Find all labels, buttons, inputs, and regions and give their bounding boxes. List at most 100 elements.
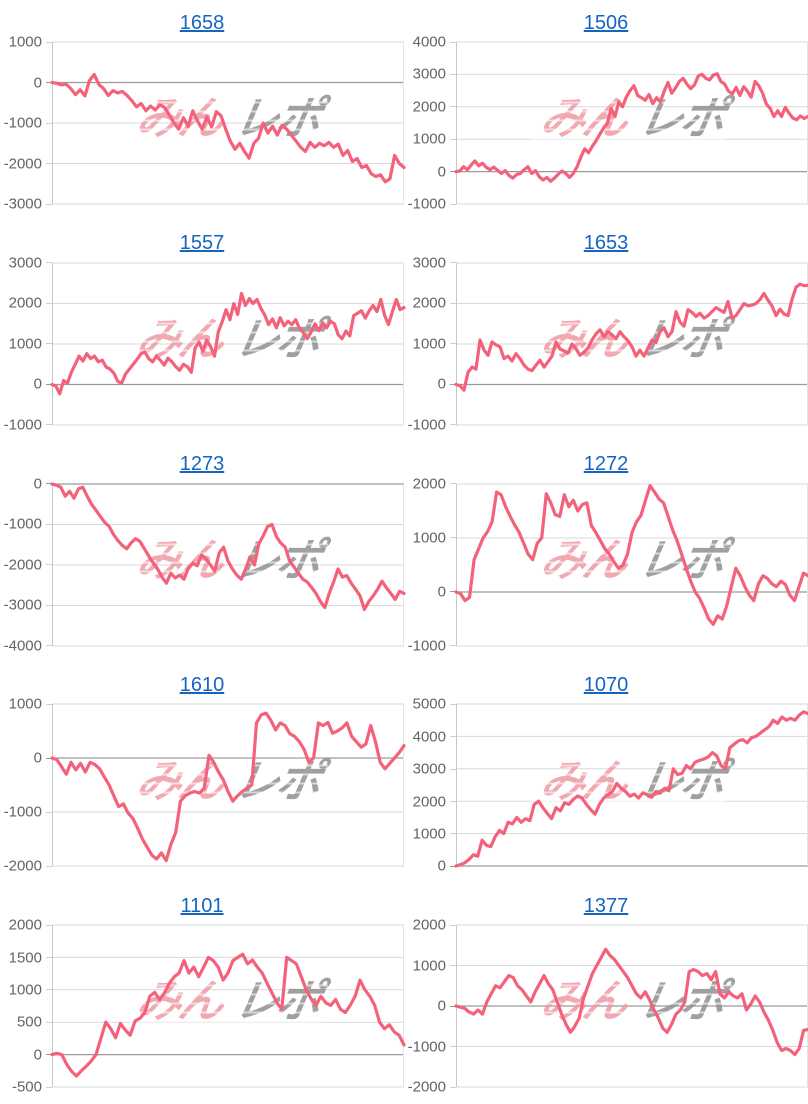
- y-axis-tick: [450, 1086, 456, 1088]
- chart-title-row: 1377: [404, 883, 808, 925]
- chart-cell: 1658 1000 0 -1000 -2000 -3000 みん レポ: [0, 0, 406, 221]
- y-axis-label: -2000: [407, 1078, 446, 1096]
- y-axis-label: -1000: [3, 803, 42, 821]
- chart-title-row: 1653: [404, 221, 808, 263]
- chart-title-link[interactable]: 1377: [583, 894, 629, 917]
- y-axis-tick: [450, 41, 456, 43]
- y-axis-tick: [450, 703, 456, 705]
- series-line: [454, 282, 808, 392]
- y-axis-label: 2000: [412, 475, 446, 493]
- chart-title-link[interactable]: 1070: [583, 673, 629, 696]
- y-axis-label: 0: [437, 163, 446, 181]
- y-axis: 4000 3000 2000 1000 0 -1000: [404, 35, 456, 212]
- y-axis-tick: [46, 757, 52, 759]
- y-axis-tick: [46, 163, 52, 164]
- chart-title-row: 1557: [0, 221, 404, 263]
- y-axis-label: -2000: [3, 155, 42, 172]
- chart-title-row: 1273: [0, 442, 404, 484]
- y-axis-tick: [450, 801, 456, 803]
- chart-title-link[interactable]: 1273: [179, 453, 225, 476]
- series-line: [50, 952, 406, 1078]
- gridlines: [456, 262, 808, 426]
- y-axis-tick: [450, 591, 456, 593]
- y-axis-label: 3000: [412, 254, 446, 272]
- y-axis-tick: [450, 171, 456, 173]
- y-axis-label: 5000: [412, 695, 446, 713]
- y-axis-label: -1000: [407, 416, 446, 434]
- y-axis-label: -3000: [3, 195, 42, 213]
- y-axis-label: 1000: [412, 957, 446, 975]
- y-axis-label: -1000: [3, 515, 42, 533]
- y-axis: 3000 2000 1000 0 -1000: [404, 255, 456, 432]
- plot-area: みん レポ: [454, 483, 808, 647]
- chart-area: 5000 4000 3000 2000 1000 0 みん レポ: [404, 697, 808, 874]
- chart-cell: 1070 5000 4000 3000 2000 1000 0 みん レポ: [404, 662, 808, 883]
- y-axis-label: 1000: [8, 335, 42, 353]
- y-axis-tick: [46, 1086, 52, 1088]
- y-axis: 0 -1000 -2000 -3000 -4000: [0, 476, 52, 653]
- series-line: [50, 711, 406, 863]
- chart-area: 4000 3000 2000 1000 0 -1000 みん レポ: [404, 35, 808, 212]
- y-axis-tick: [46, 262, 52, 264]
- y-axis-tick: [450, 203, 456, 205]
- chart-area: 1000 0 -1000 -2000 -3000 みん レポ: [0, 35, 406, 212]
- chart-title-link[interactable]: 1610: [179, 673, 225, 696]
- y-axis-label: 1000: [412, 529, 446, 547]
- chart-area: 1000 0 -1000 -2000 みん レポ: [0, 697, 406, 874]
- y-axis-tick: [46, 383, 52, 385]
- y-axis-label: -2000: [3, 556, 42, 574]
- series-line: [454, 483, 808, 626]
- y-axis-label: 1500: [8, 949, 42, 967]
- series-line: [454, 947, 808, 1057]
- chart-area: 0 -1000 -2000 -3000 -4000 みん レポ: [0, 476, 406, 653]
- chart-title-row: 1272: [404, 442, 808, 484]
- chart-cell: 1557 3000 2000 1000 0 -1000 みん レポ: [0, 221, 406, 442]
- chart-area: 2000 1000 0 -1000 -2000 みん レポ: [404, 918, 808, 1095]
- y-axis-tick: [46, 1021, 52, 1023]
- y-axis-label: 2000: [412, 793, 446, 811]
- y-axis: 5000 4000 3000 2000 1000 0: [404, 697, 456, 874]
- y-axis: 3000 2000 1000 0 -1000: [0, 255, 52, 432]
- chart-title-link[interactable]: 1658: [179, 11, 225, 34]
- y-axis-tick: [46, 564, 52, 566]
- chart-title-link[interactable]: 1272: [583, 453, 629, 476]
- y-axis-label: 2000: [412, 916, 446, 934]
- y-axis-label: 1000: [8, 981, 42, 999]
- y-axis-tick: [450, 262, 456, 264]
- y-axis-label: 0: [437, 857, 446, 875]
- y-axis-tick: [46, 865, 52, 867]
- y-axis-label: -1000: [407, 637, 446, 655]
- y-axis-label: 4000: [412, 33, 446, 51]
- y-axis-tick: [46, 343, 52, 345]
- chart-title-link[interactable]: 1506: [583, 11, 629, 34]
- y-axis-label: -2000: [3, 857, 42, 875]
- chart-title-row: 1506: [404, 0, 808, 42]
- y-axis-tick: [46, 989, 52, 991]
- plot-area: みん レポ: [454, 924, 808, 1088]
- plot-area: みん レポ: [454, 262, 808, 426]
- chart-title-link[interactable]: 1101: [180, 894, 224, 917]
- chart-title-row: 1610: [0, 662, 404, 704]
- y-axis-tick: [450, 343, 456, 345]
- y-axis-label: 500: [16, 1013, 42, 1031]
- y-axis-label: 2000: [8, 294, 42, 312]
- y-axis-label: 1000: [412, 335, 446, 353]
- y-axis-tick: [450, 833, 456, 835]
- y-axis: 2000 1500 1000 500 0 -500: [0, 918, 52, 1095]
- plot-area: みん レポ: [50, 481, 406, 647]
- chart-title-link[interactable]: 1557: [179, 232, 225, 255]
- y-axis-tick: [450, 865, 456, 867]
- plot-area: みん レポ: [50, 262, 406, 426]
- chart-area: 3000 2000 1000 0 -1000 みん レポ: [0, 255, 406, 432]
- y-axis-tick: [46, 41, 52, 43]
- chart-cell: 1610 1000 0 -1000 -2000 みん レポ: [0, 662, 406, 883]
- y-axis-label: 1000: [412, 825, 446, 843]
- y-axis-tick: [46, 645, 52, 647]
- plot-area: みん レポ: [50, 41, 406, 205]
- series-line: [454, 710, 808, 868]
- chart-title-link[interactable]: 1653: [583, 232, 629, 255]
- y-axis-label: 2000: [412, 294, 446, 312]
- chart-title-row: 1070: [404, 662, 808, 704]
- y-axis-tick: [450, 768, 456, 770]
- y-axis-label: 0: [33, 74, 42, 91]
